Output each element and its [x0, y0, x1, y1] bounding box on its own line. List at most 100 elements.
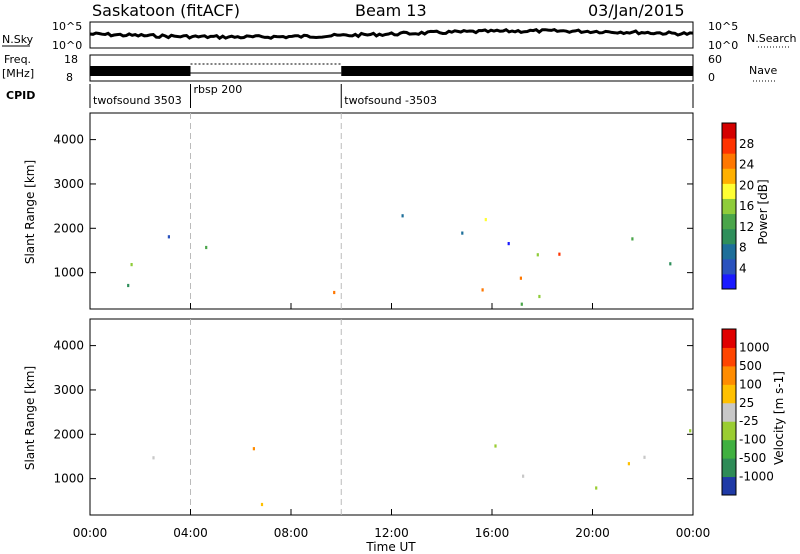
colorbar-tick: 25	[739, 396, 754, 410]
power-ylabel: Slant Range [km]	[23, 160, 37, 264]
nsky-panel: N.Sky 10^5 10^0 10^5 10^0 N.Search	[2, 20, 797, 52]
echo-cell	[130, 263, 133, 267]
freq-panel: Freq. [MHz] 18 8 60 0 Nave	[2, 53, 777, 84]
power-echo-cells	[127, 214, 672, 306]
echo-cell	[461, 231, 464, 235]
colorbar-bin	[722, 228, 736, 245]
colorbar-bin	[722, 421, 736, 441]
colorbar-bin	[722, 198, 736, 215]
colorbar-tick: 24	[739, 158, 754, 172]
xtick-label: 00:00	[73, 526, 108, 540]
freq-tick-bottom: 8	[66, 71, 73, 84]
cpid-segment-label: twofsound -3503	[344, 94, 437, 107]
freq-trace	[90, 63, 693, 76]
colorbar-frame	[721, 122, 737, 290]
velocity-colorbar: 1000 500 100 25 -25 -100 -500 -1000	[721, 328, 774, 496]
colorbar-bin	[722, 258, 736, 275]
colorbar-tick: 1000	[739, 340, 770, 354]
colorbar-bin	[722, 138, 736, 154]
colorbar-tick: 28	[739, 137, 754, 151]
nsearch-tick-top: 10^5	[708, 20, 738, 33]
nsearch-label: N.Search	[747, 32, 797, 45]
echo-cell	[536, 253, 539, 257]
cpid-segment-label: twofsound 3503	[93, 94, 182, 107]
nave-tick-top: 60	[708, 53, 722, 66]
freq-label: Freq.	[4, 53, 31, 66]
xtick-label: 00:00	[676, 526, 711, 540]
colorbar-bin	[722, 153, 736, 169]
colorbar-tick: -1000	[739, 470, 774, 484]
echo-cell	[507, 242, 510, 246]
power-panel: 1000 2000 3000 4000 Slant Range [km] 4 8 12 16…	[23, 112, 770, 310]
nave-tick-bottom: 0	[708, 71, 715, 84]
echo-cell	[595, 486, 598, 490]
velocity-echo-cells	[152, 429, 692, 507]
colorbar-tick: -500	[739, 451, 766, 465]
power-colorbar: 4 8 12 16 20 24 28	[721, 122, 754, 290]
echo-cell	[252, 447, 255, 451]
echo-cell	[260, 502, 264, 507]
nsky-tick-top: 10^5	[52, 20, 82, 33]
freq-band	[90, 66, 191, 76]
echo-cell	[669, 262, 672, 266]
echo-cell	[520, 302, 523, 306]
colorbar-bin	[722, 213, 736, 230]
freq-band	[341, 66, 693, 76]
ytick-label: 2000	[53, 427, 84, 441]
power-colorbar-label: Power [dB]	[756, 179, 770, 244]
echo-cell	[401, 214, 404, 218]
ytick-label: 3000	[53, 177, 84, 191]
ytick-label: 4000	[53, 133, 84, 147]
colorbar-frame	[721, 328, 737, 496]
colorbar-bin	[722, 365, 736, 385]
colorbar-tick: 4	[739, 261, 747, 275]
xtick-label: 04:00	[173, 526, 208, 540]
colorbar-tick: 12	[739, 220, 754, 234]
cpid-row: CPID twofsound 3503 rbsp 200 twofsound -35…	[6, 83, 694, 108]
nave-label: Nave	[749, 64, 777, 77]
colorbar-bin	[722, 273, 736, 290]
cpid-label: CPID	[6, 89, 35, 102]
nsky-tick-bottom: 10^0	[52, 39, 82, 52]
echo-cell	[558, 252, 561, 256]
echo-cell	[519, 276, 522, 280]
echo-cell	[484, 218, 487, 222]
nsearch-tick-bottom: 10^0	[708, 39, 738, 52]
colorbar-bin	[722, 329, 736, 348]
ytick-label: 1000	[53, 266, 84, 280]
xaxis-label: Time UT	[365, 540, 416, 554]
colorbar-bin	[722, 243, 736, 260]
beam-title: Beam 13	[355, 1, 427, 20]
colorbar-bin	[722, 458, 736, 478]
colorbar-bin	[722, 347, 736, 367]
echo-cell	[167, 235, 170, 239]
freq-tick-top: 18	[64, 53, 78, 66]
colorbar-tick: 8	[739, 241, 747, 255]
xtick-label: 20:00	[575, 526, 610, 540]
ytick-label: 2000	[53, 221, 84, 235]
velocity-yaxis: 1000 2000 3000 4000	[53, 319, 693, 515]
echo-cell	[205, 245, 208, 250]
colorbar-tick: -25	[739, 414, 759, 428]
velocity-colorbar-label: Velocity [m s-1]	[772, 371, 786, 465]
ytick-label: 1000	[53, 472, 84, 486]
echo-cell	[127, 283, 130, 288]
echo-cell	[494, 444, 497, 448]
station-title: Saskatoon (fitACF)	[92, 1, 240, 20]
colorbar-tick: 16	[739, 199, 754, 213]
colorbar-tick: 20	[739, 178, 754, 192]
echo-cell	[631, 237, 634, 241]
colorbar-bin	[722, 439, 736, 459]
echo-cell	[481, 288, 484, 292]
echo-cell	[333, 290, 336, 295]
nsky-line	[89, 27, 694, 41]
colorbar-bin	[722, 402, 736, 422]
echo-cell	[538, 294, 541, 299]
ytick-label: 3000	[53, 383, 84, 397]
echo-cell	[152, 456, 155, 460]
colorbar-tick: 500	[739, 359, 762, 373]
velocity-ylabel: Slant Range [km]	[23, 366, 37, 470]
velocity-panel: 1000 2000 3000 4000 Slant Range [km] 1000 50…	[23, 318, 786, 516]
xtick-label: 12:00	[374, 526, 409, 540]
